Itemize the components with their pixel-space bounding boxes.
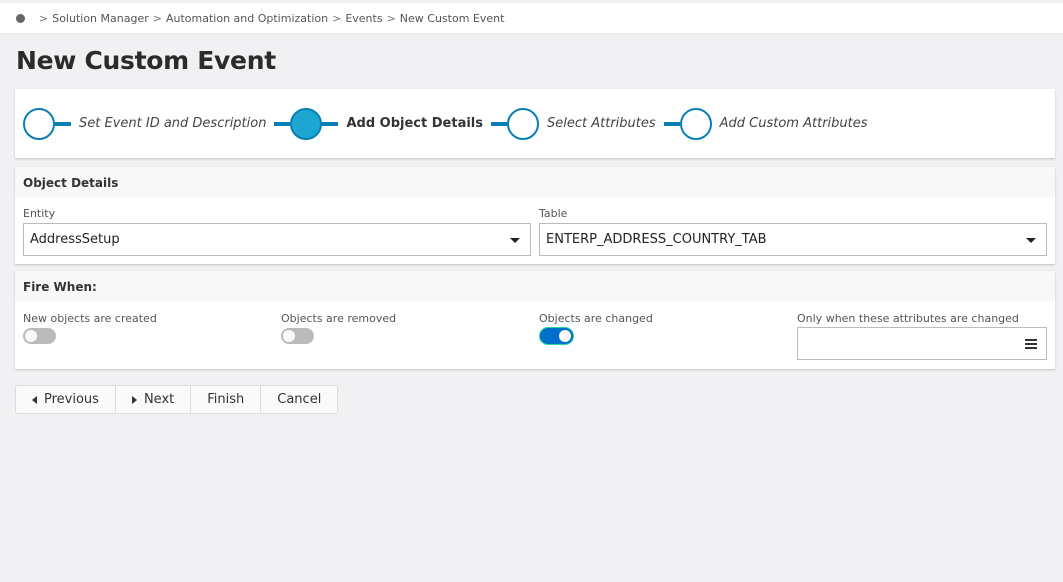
caret-left-icon [32, 395, 37, 404]
finish-button[interactable]: Finish [191, 386, 262, 413]
step-1-circle[interactable] [23, 107, 55, 140]
step-3-label[interactable]: Select Attributes [547, 116, 656, 131]
breadcrumb-events[interactable]: Events [345, 11, 383, 25]
breadcrumb: > Solution Manager > Automation and Optim… [0, 3, 1063, 34]
list-icon[interactable] [1025, 339, 1037, 349]
wizard-steps: Set Event ID and Description Add Object … [15, 89, 1055, 158]
step-4-label[interactable]: Add Custom Attributes [719, 116, 868, 131]
breadcrumb-automation[interactable]: Automation and Optimization [165, 11, 329, 25]
created-label: New objects are created [23, 312, 157, 325]
next-button[interactable]: Next [116, 386, 192, 413]
chevron-icon: > [39, 11, 49, 25]
created-toggle[interactable] [23, 328, 56, 344]
removed-label: Objects are removed [281, 312, 397, 325]
object-details-heading: Object Details [15, 167, 1055, 197]
breadcrumb-solution-manager[interactable]: Solution Manager [52, 11, 149, 25]
entity-select[interactable]: AddressSetup [23, 223, 531, 256]
caret-down-icon [510, 238, 520, 243]
page-title: New Custom Event [16, 46, 276, 75]
cancel-button[interactable]: Cancel [277, 392, 322, 407]
attributes-label: Only when these attributes are changed [797, 312, 1019, 325]
object-details-panel: Object Details Entity AddressSetup Table… [15, 167, 1055, 264]
home-icon[interactable] [16, 13, 25, 23]
entity-label: Entity [23, 207, 56, 220]
step-2-label[interactable]: Add Object Details [346, 116, 483, 131]
fire-when-panel: Fire When: New objects are created Objec… [15, 271, 1055, 369]
removed-toggle[interactable] [281, 328, 314, 344]
wizard-buttons: Previous Next Finish Cancel [15, 385, 339, 414]
fire-when-heading: Fire When: [15, 271, 1055, 301]
breadcrumb-current: New Custom Event [399, 11, 505, 25]
changed-label: Objects are changed [539, 312, 653, 325]
table-select[interactable]: ENTERP_ADDRESS_COUNTRY_TAB [539, 223, 1047, 256]
table-label: Table [539, 207, 568, 220]
attributes-input[interactable] [797, 327, 1047, 360]
previous-button[interactable]: Previous [16, 386, 116, 413]
caret-right-icon [131, 395, 137, 404]
step-1-label[interactable]: Set Event ID and Description [79, 116, 267, 131]
step-4-circle[interactable] [679, 107, 712, 140]
step-3-circle[interactable] [507, 107, 539, 140]
step-2-circle[interactable] [290, 107, 323, 140]
changed-toggle[interactable] [540, 328, 573, 344]
caret-down-icon [1026, 238, 1036, 243]
